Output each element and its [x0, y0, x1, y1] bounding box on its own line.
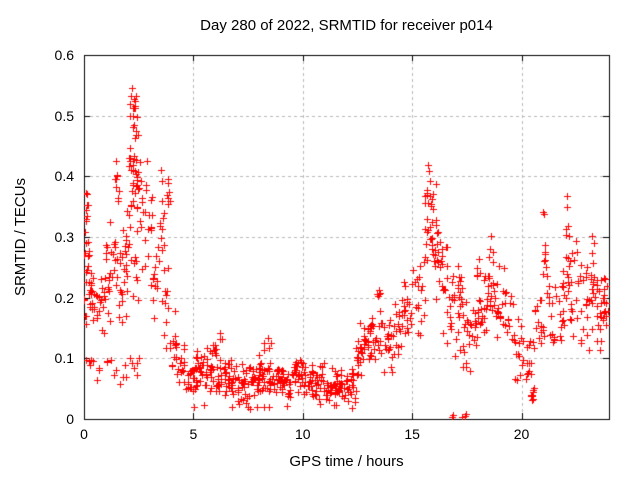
x-tick-label: 0	[80, 426, 88, 442]
x-axis-label: GPS time / hours	[289, 453, 404, 470]
x-tick-label: 20	[513, 426, 530, 442]
y-tick-label: 0.2	[54, 289, 74, 306]
y-tick-label: 0.5	[54, 107, 74, 124]
y-tick-label: 0.3	[54, 229, 74, 245]
y-tick-label: 0.6	[54, 47, 74, 63]
y-tick-label: 0	[66, 411, 74, 427]
x-tick-label: 15	[404, 426, 420, 442]
x-tick-label: 5	[189, 426, 198, 442]
chart-title: Day 280 of 2022, SRMTID for receiver p01…	[200, 17, 493, 34]
x-tick-label: 10	[294, 426, 311, 442]
y-tick-label: 0.1	[54, 350, 74, 367]
y-axis-label: SRMTID / TECUs	[12, 177, 29, 297]
y-tick-label: 0.4	[54, 168, 74, 185]
